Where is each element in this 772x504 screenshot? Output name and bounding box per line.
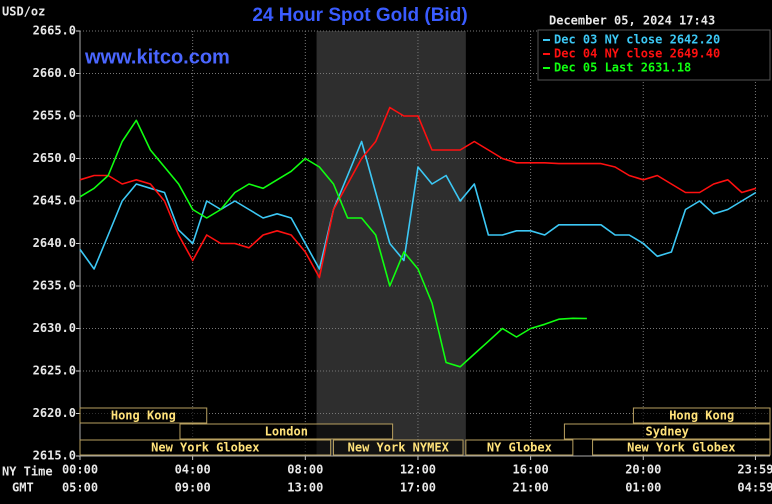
session-box [632,407,771,424]
x2-axis-label: GMT [12,481,34,495]
session-box [79,407,208,424]
x2-tick-label: 09:00 [175,481,211,495]
x2-tick-label: 01:00 [625,481,661,495]
series-line [79,140,757,270]
series-line [79,119,587,368]
series-line [79,106,757,279]
x-tick-label: 16:00 [513,463,549,477]
x-tick-label: 08:00 [287,463,323,477]
chart-title: 24 Hour Spot Gold (Bid) [252,5,467,26]
x2-tick-label: 05:00 [62,481,98,495]
y-tick-label: 2635.0 [33,279,76,293]
y-tick-label: 2615.0 [33,449,76,463]
y-tick-label: 2660.0 [33,66,76,80]
session-label: New York NYMEX [348,441,450,455]
y-tick-label: 2655.0 [33,109,76,123]
x2-tick-label: 21:00 [513,481,549,495]
session-box [79,439,332,456]
session-label: New York Globex [627,441,735,455]
session-box [332,439,464,456]
x-tick-label: 04:00 [175,463,211,477]
session-box [592,439,771,456]
x-tick-label: 00:00 [62,463,98,477]
session-label: Hong Kong [669,409,734,423]
x-tick-label: 23:59 [737,463,772,477]
y-tick-label: 2665.0 [33,24,76,38]
x2-tick-label: 04:59 [737,481,772,495]
legend-label: Dec 03 NY close 2642.20 [554,33,720,47]
y-tick-label: 2640.0 [33,236,76,250]
y-tick-label: 2650.0 [33,151,76,165]
session-box [179,423,394,440]
timestamp: December 05, 2024 17:43 [549,14,715,28]
session-box [465,439,574,456]
session-label: New York Globex [151,441,259,455]
y-tick-label: 2645.0 [33,194,76,208]
y-axis-label: USD/oz [2,5,45,19]
legend-label: Dec 05 Last 2631.18 [554,61,691,75]
watermark: www.kitco.com [84,46,230,68]
session-label: NY Globex [487,441,552,455]
session-label: Hong Kong [111,409,176,423]
y-tick-label: 2630.0 [33,321,76,335]
x-axis-label: NY Time [2,465,53,479]
session-box [563,423,771,440]
legend-label: Dec 04 NY close 2649.40 [554,47,720,61]
legend-box [537,29,771,81]
y-tick-label: 2625.0 [33,364,76,378]
x-tick-label: 12:00 [400,463,436,477]
session-label: Sydney [646,425,689,439]
session-label: London [265,425,308,439]
x2-tick-label: 17:00 [400,481,436,495]
y-tick-label: 2620.0 [33,406,76,420]
x-tick-label: 20:00 [625,463,661,477]
x2-tick-label: 13:00 [287,481,323,495]
